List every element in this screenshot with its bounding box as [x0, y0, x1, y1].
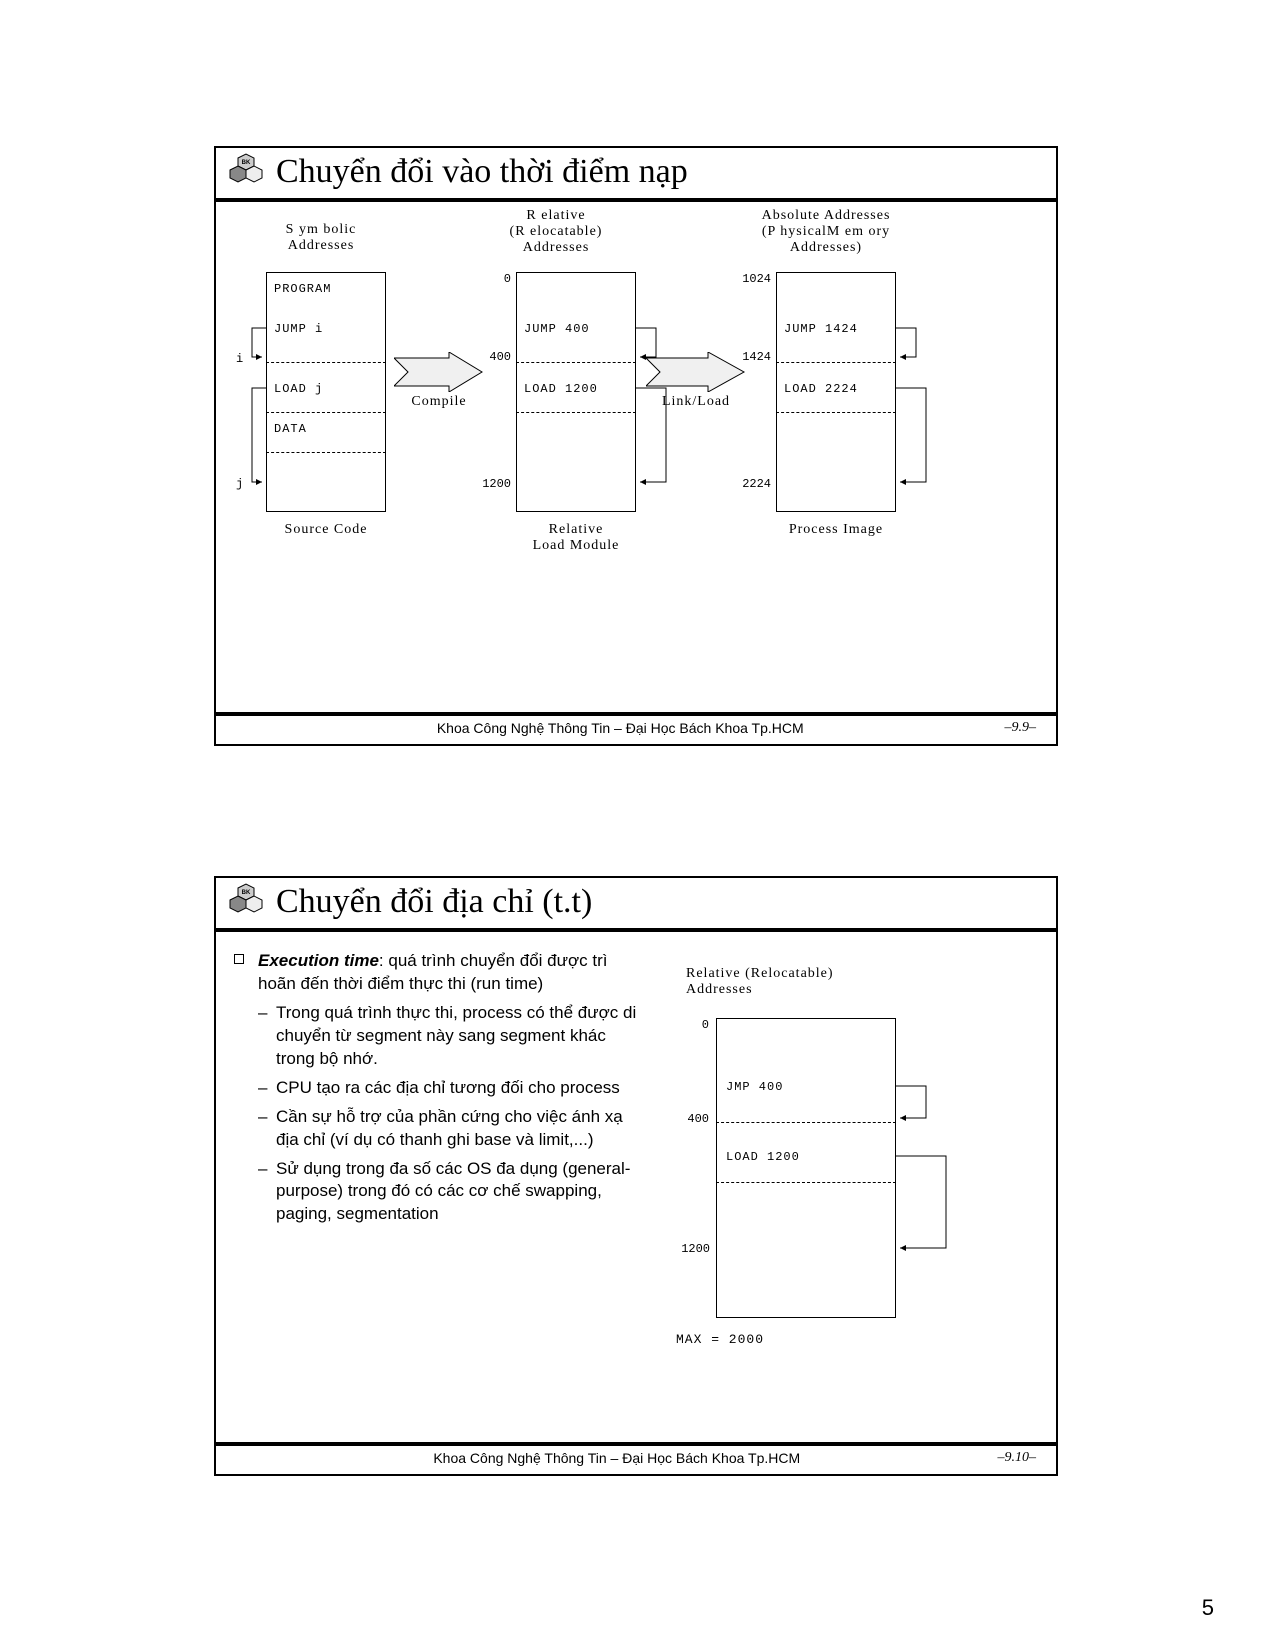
bullet-block: Execution time: quá trình chuyển đổi đượ… — [232, 950, 642, 1226]
sub-3: Sử dụng trong đa số các OS đa dụng (gene… — [232, 1158, 642, 1227]
c2-l1: LOAD 1200 — [524, 382, 598, 396]
c1-caption: Source Code — [256, 522, 396, 538]
c3-l0: JUMP 1424 — [784, 322, 858, 336]
c1-dash3 — [266, 452, 386, 453]
bk-logo-icon: BK — [226, 152, 266, 192]
s2-a1: 400 — [671, 1112, 709, 1126]
s2-l1: LOAD 1200 — [726, 1150, 800, 1164]
footer-page: –9.10– — [998, 1450, 1037, 1466]
svg-text:BK: BK — [242, 160, 251, 166]
slide2-body: Execution time: quá trình chuyển đổi đượ… — [216, 932, 1056, 1442]
c3-caption: Process Image — [756, 522, 916, 538]
c3-l1: LOAD 2224 — [784, 382, 858, 396]
c1-l1: JUMP i — [274, 322, 323, 336]
c2-a2: 1200 — [471, 477, 511, 491]
page-number: 5 — [1202, 1595, 1214, 1621]
compile-arrow-icon — [394, 352, 484, 392]
c2-caption: Relative Load Module — [506, 522, 646, 554]
slide2-header: BK Chuyển đổi địa chỉ (t.t) — [216, 878, 1056, 932]
c1-dash2 — [266, 412, 386, 413]
slide-2: BK Chuyển đổi địa chỉ (t.t) Execution ti… — [214, 876, 1058, 1476]
svg-text:BK: BK — [242, 890, 251, 896]
sub-2: Cần sự hỗ trợ của phần cứng cho việc ánh… — [232, 1106, 642, 1152]
s2-col-header: Relative (Relocatable) Addresses — [686, 966, 906, 998]
s2-max: MAX = 2000 — [676, 1332, 764, 1347]
footer-page: –9.9– — [1005, 720, 1037, 736]
slide2-footer: Khoa Công Nghệ Thông Tin – Đại Học Bách … — [216, 1442, 1056, 1470]
c2-dash1 — [516, 362, 636, 363]
s2-dash2 — [716, 1182, 896, 1183]
c2-l0: JUMP 400 — [524, 322, 590, 336]
c3-a0: 1024 — [731, 272, 771, 286]
s2-dash1 — [716, 1122, 896, 1123]
c3-a2: 2224 — [731, 477, 771, 491]
sub-1: CPU tạo ra các địa chỉ tương đối cho pro… — [232, 1077, 642, 1100]
bullet-square-icon — [234, 954, 244, 964]
c2-a0: 0 — [481, 272, 511, 286]
bk-logo-icon: BK — [226, 882, 266, 922]
s2-a2: 1200 — [666, 1242, 710, 1256]
col2-header: R elative(R elocatable)Addresses — [486, 208, 626, 256]
col1-header: S ym bolicAddresses — [256, 222, 386, 254]
col3-header: Absolute Addresses(P hysicalM em oryAddr… — [726, 208, 926, 256]
slide-1: BK Chuyển đổi vào thời điểm nạp S ym bol… — [214, 146, 1058, 746]
slide2-title: Chuyển đổi địa chỉ (t.t) — [276, 883, 592, 921]
c1-l0: PROGRAM — [274, 282, 331, 296]
footer-text: Khoa Công Nghệ Thông Tin – Đại Học Bách … — [236, 720, 1005, 736]
sub-0: Trong quá trình thực thi, process có thể… — [232, 1002, 642, 1071]
lead-line: Execution time: quá trình chuyển đổi đượ… — [232, 950, 642, 996]
c3-dash2 — [776, 412, 896, 413]
compile-label: Compile — [394, 394, 484, 410]
slide-title: Chuyển đổi vào thời điểm nạp — [276, 153, 688, 191]
c1-dash1 — [266, 362, 386, 363]
lead-bold: Execution time — [258, 951, 379, 970]
linkload-arrow-icon — [646, 352, 746, 392]
linkload-label: Link/Load — [646, 394, 746, 410]
footer-text: Khoa Công Nghệ Thông Tin – Đại Học Bách … — [236, 1450, 998, 1466]
c1-side-j: j — [236, 477, 243, 491]
s2-l0: JMP 400 — [726, 1080, 783, 1094]
s2-box — [716, 1018, 896, 1318]
c2-dash2 — [516, 412, 636, 413]
slide1-footer: Khoa Công Nghệ Thông Tin – Đại Học Bách … — [216, 712, 1056, 740]
c1-side-i: i — [236, 352, 243, 366]
c1-l3: DATA — [274, 422, 307, 436]
c1-l2: LOAD j — [274, 382, 323, 396]
s2-a0: 0 — [671, 1018, 709, 1032]
slide-header: BK Chuyển đổi vào thời điểm nạp — [216, 148, 1056, 202]
slide1-body: S ym bolicAddresses R elative(R elocatab… — [216, 202, 1056, 712]
c3-dash1 — [776, 362, 896, 363]
